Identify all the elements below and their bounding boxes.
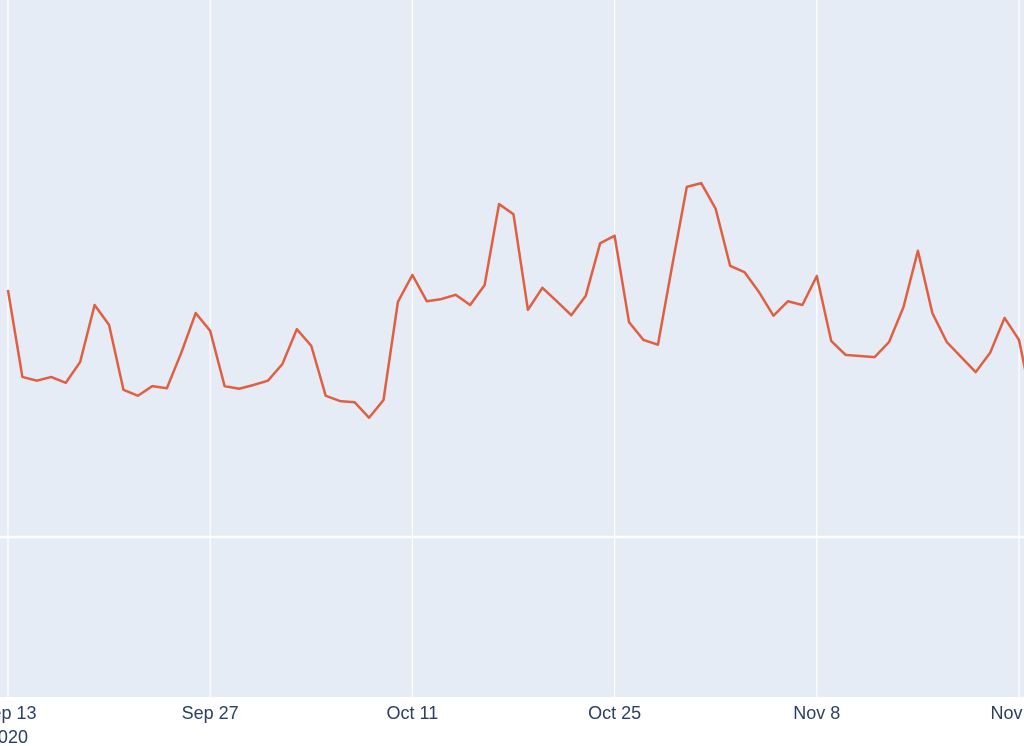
x-tick-label: Oct 11 [387,703,439,723]
x-tick-label: Nov 8 [793,703,840,723]
x-tick-label: Nov 22 [990,703,1024,723]
data-line [6,181,1024,420]
plot-layer [6,181,1024,420]
x-year-label: 2020 [0,727,28,746]
x-tick-label: Sep 27 [182,703,239,723]
x-tick-label: Sep 13 [0,703,36,723]
x-tick-label: Oct 25 [588,703,641,723]
plot-area [0,0,1024,697]
